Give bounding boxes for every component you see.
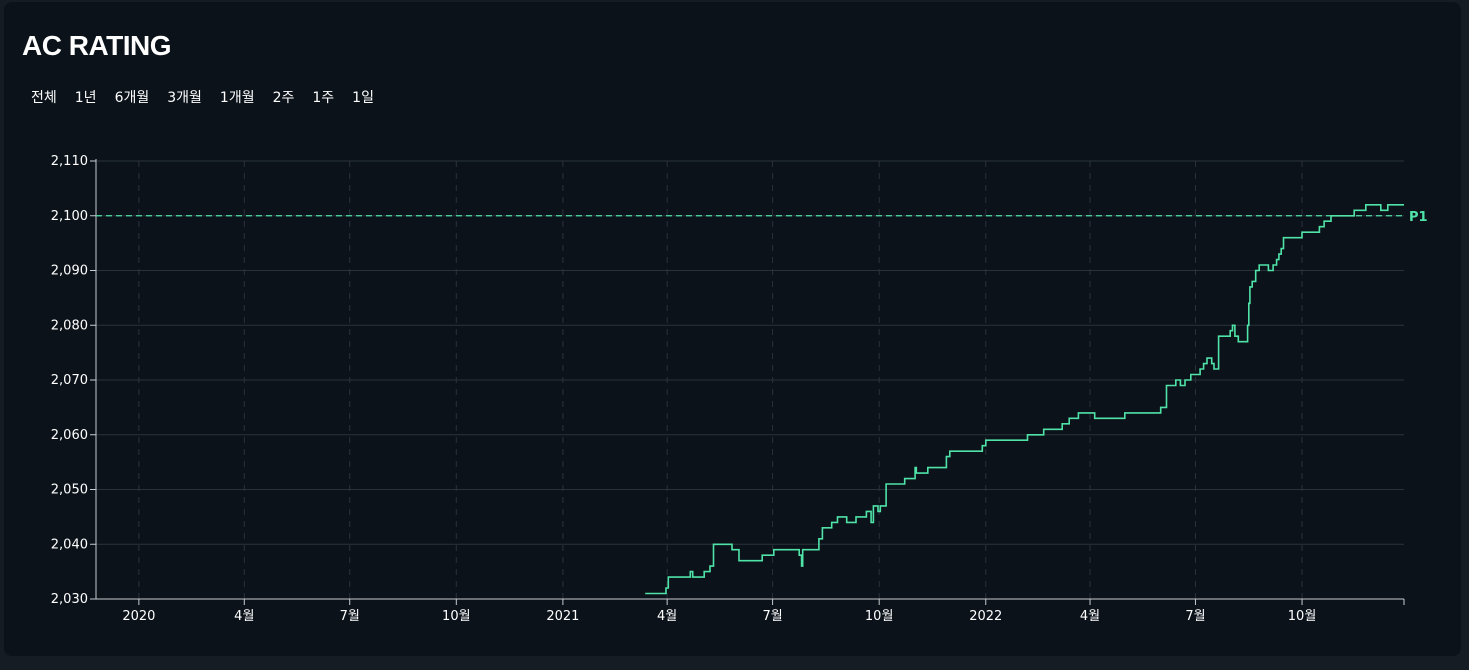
y-tick-label: 2,080 — [51, 318, 88, 333]
y-tick-label: 2,070 — [51, 373, 88, 388]
x-tick-label: 10월 — [865, 609, 894, 624]
y-tick-label: 2,090 — [51, 264, 88, 279]
y-tick-label: 2,100 — [51, 209, 88, 224]
y-tick-label: 2,050 — [51, 483, 88, 498]
tab-1-year[interactable]: 1년 — [74, 90, 97, 106]
tab-2-weeks[interactable]: 2주 — [272, 90, 295, 106]
reference-label: P1 — [1409, 210, 1428, 225]
x-tick-label: 7월 — [762, 609, 782, 624]
y-tick-label: 2,030 — [51, 592, 88, 607]
rating-series-line — [645, 204, 1404, 595]
tab-3-months[interactable]: 3개월 — [167, 90, 202, 106]
x-tick-label: 10월 — [442, 609, 471, 624]
range-tabs: 전체 1년 6개월 3개월 1개월 2주 1주 1일 — [22, 88, 383, 108]
x-tick-label: 4월 — [1080, 609, 1100, 624]
x-tick-label: 4월 — [657, 609, 677, 624]
x-tick-label: 10월 — [1288, 609, 1317, 624]
x-tick-label: 2020 — [122, 609, 155, 624]
x-tick-label: 7월 — [340, 609, 360, 624]
page-title: AC RATING — [22, 30, 171, 61]
x-tick-label: 7월 — [1185, 609, 1205, 624]
tab-1-month[interactable]: 1개월 — [219, 90, 255, 106]
tab-1-week[interactable]: 1주 — [312, 90, 335, 106]
x-tick-label: 2021 — [546, 609, 579, 624]
tab-6-months[interactable]: 6개월 — [114, 90, 150, 106]
tab-1-day[interactable]: 1일 — [352, 90, 374, 106]
x-tick-label: 2022 — [969, 609, 1002, 624]
y-tick-label: 2,060 — [51, 428, 88, 443]
y-tick-label: 2,110 — [51, 154, 88, 169]
y-tick-label: 2,040 — [51, 537, 88, 552]
x-tick-label: 4월 — [234, 609, 254, 624]
tab-all[interactable]: 전체 — [31, 90, 57, 106]
